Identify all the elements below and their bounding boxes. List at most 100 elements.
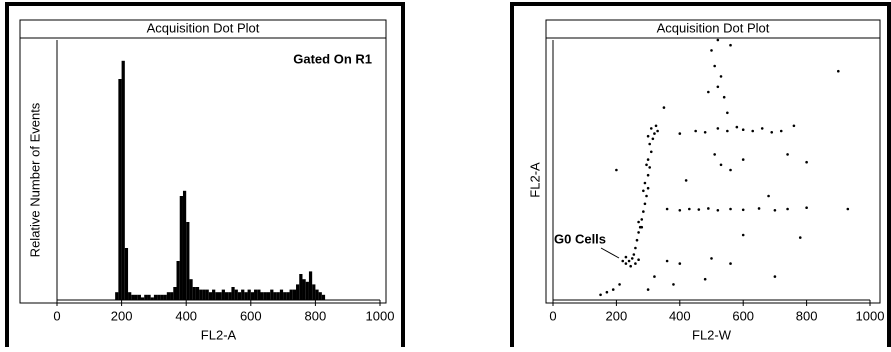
- histogram-bar: [241, 289, 245, 300]
- histogram-bar: [163, 294, 167, 300]
- histogram-bar: [144, 294, 148, 300]
- histogram-bar: [228, 292, 232, 300]
- scatter-point: [642, 189, 645, 193]
- histogram-bar: [166, 292, 171, 300]
- histogram-bar: [299, 274, 303, 300]
- scatter-point: [707, 90, 710, 94]
- histogram-bar: [170, 292, 174, 300]
- histogram-bar: [263, 292, 267, 300]
- scatter-point: [618, 283, 621, 286]
- histogram-bar: [289, 289, 293, 300]
- histogram-bar: [189, 279, 193, 300]
- histogram-bar: [160, 294, 164, 300]
- scatter-point: [770, 131, 774, 134]
- x-tick-label: 800: [796, 308, 818, 323]
- histogram-bar: [208, 292, 213, 300]
- histogram-bar: [257, 289, 261, 300]
- histogram-bar: [312, 284, 316, 300]
- scatter-point: [773, 209, 777, 212]
- histogram-bar: [250, 292, 255, 300]
- scatter-point: [629, 264, 632, 268]
- histogram-bar: [121, 60, 125, 300]
- histogram-bar: [270, 289, 274, 300]
- histogram-bar: [150, 297, 154, 300]
- scatter-point: [646, 173, 650, 177]
- histogram-bar: [186, 222, 190, 300]
- scatter-point: [719, 163, 723, 167]
- histogram-bar: [147, 294, 151, 300]
- histogram-bar: [308, 271, 313, 300]
- scatter-point: [716, 127, 720, 130]
- scatter-point: [741, 158, 745, 161]
- histogram-bar: [221, 289, 225, 300]
- scatter-point: [646, 158, 650, 161]
- scatter-point: [773, 275, 777, 278]
- scatter-point: [716, 85, 720, 89]
- scatter-point: [741, 233, 745, 237]
- chart-title: Acquisition Dot Plot: [657, 20, 770, 35]
- histogram-bar: [315, 289, 319, 300]
- histogram-bar: [134, 294, 138, 300]
- x-tick-label: 400: [669, 308, 691, 323]
- histogram-bar: [215, 292, 219, 300]
- scatter-point: [651, 137, 655, 141]
- histogram-bar: [305, 281, 309, 300]
- scatter-point: [665, 259, 669, 263]
- scatter-point: [678, 209, 682, 212]
- scatter-point: [792, 124, 796, 128]
- chart-title: Acquisition Dot Plot: [147, 20, 260, 35]
- histogram-bar: [128, 292, 132, 300]
- scatter-point: [654, 124, 658, 128]
- scatter-point: [649, 127, 653, 130]
- histogram-bar: [205, 289, 209, 300]
- scatter-point: [627, 259, 631, 263]
- scatter-point: [642, 210, 645, 213]
- y-axis-label: FL2-A: [527, 162, 542, 198]
- scatter-point: [649, 150, 653, 154]
- histogram-bar: [244, 292, 248, 300]
- scatter-point: [703, 131, 707, 134]
- scatter-point: [767, 194, 770, 198]
- scatter-point: [662, 106, 666, 109]
- x-tick-label: 1000: [366, 308, 395, 323]
- histogram-bar: [212, 289, 216, 300]
- scatter-point: [648, 142, 651, 146]
- scatter-point: [710, 257, 713, 260]
- histogram-bar: [182, 190, 187, 300]
- scatter-point: [735, 125, 739, 129]
- scatter-point: [805, 160, 808, 164]
- scatter-point: [637, 231, 640, 234]
- scatter-point: [710, 49, 713, 52]
- scatter-point: [719, 75, 723, 78]
- scatter-point: [624, 255, 628, 259]
- scatter-point: [653, 275, 656, 278]
- scatter-point: [645, 194, 648, 198]
- histogram-bar: [224, 292, 229, 300]
- histogram-bar: [199, 289, 203, 300]
- scatter-point: [837, 69, 840, 73]
- histogram-bar: [266, 292, 271, 300]
- scatter-point: [722, 95, 726, 99]
- scatter-point: [605, 290, 609, 294]
- annotation: G0 Cells: [554, 231, 606, 246]
- scatter-point: [741, 208, 745, 212]
- scatter-point: [643, 202, 647, 206]
- scatter-point: [703, 277, 707, 281]
- histogram-bar: [286, 292, 290, 300]
- histogram-bar: [318, 292, 322, 300]
- scatter-point: [646, 288, 650, 291]
- scatter-point: [713, 64, 716, 68]
- histogram-bar: [173, 287, 177, 300]
- histogram-bar: [276, 292, 280, 300]
- histogram-bar: [218, 292, 222, 300]
- x-tick-label: 600: [240, 308, 262, 323]
- x-tick-label: 400: [175, 308, 197, 323]
- histogram-bar: [124, 248, 129, 300]
- scatter-point: [653, 132, 656, 135]
- scatter-point: [678, 132, 682, 135]
- histogram-bar: [115, 292, 119, 300]
- x-tick-label: 600: [732, 308, 754, 323]
- panel-border: [5, 2, 405, 352]
- scatter-point: [648, 166, 651, 169]
- x-axis-label: FL2-W: [692, 327, 732, 342]
